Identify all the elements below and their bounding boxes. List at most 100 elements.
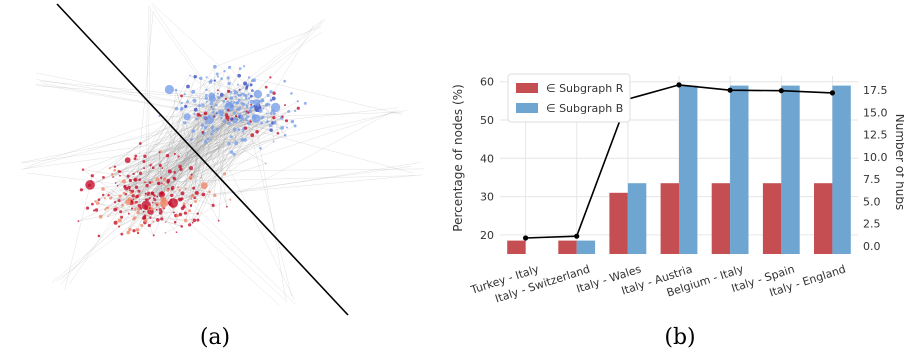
network-edge xyxy=(138,166,181,196)
node-r xyxy=(138,178,142,182)
network-edge xyxy=(109,143,141,169)
node-r xyxy=(173,171,176,174)
bar-subgraph-b xyxy=(576,240,596,254)
node-b xyxy=(232,111,237,115)
network-edge xyxy=(131,106,212,204)
node-r xyxy=(222,172,227,176)
network-edge xyxy=(212,110,251,131)
network-edge xyxy=(144,102,235,223)
network-edge xyxy=(36,72,262,119)
node-b xyxy=(258,108,263,113)
node-b xyxy=(251,79,255,83)
node-r xyxy=(95,201,100,205)
node-b xyxy=(270,109,275,113)
y2-tick-label: 7.5 xyxy=(863,173,881,186)
node-b xyxy=(255,130,259,134)
node-b xyxy=(215,127,219,131)
node-r xyxy=(113,207,118,212)
node-b xyxy=(211,129,215,132)
network-edge xyxy=(198,114,413,174)
network-edge xyxy=(190,80,253,178)
network-edge xyxy=(107,121,184,217)
network-edge xyxy=(122,116,243,206)
node-r xyxy=(165,154,170,158)
node-b xyxy=(234,141,239,146)
node-b xyxy=(271,96,276,101)
node-r xyxy=(108,167,111,170)
network-edge xyxy=(167,97,220,191)
node-b xyxy=(261,115,265,119)
network-edge xyxy=(157,117,282,180)
node-b xyxy=(205,93,208,97)
node-r xyxy=(191,221,194,224)
node-b xyxy=(287,109,291,113)
node-b xyxy=(184,104,188,108)
node-b xyxy=(174,106,179,111)
node-b xyxy=(230,117,234,121)
node-b xyxy=(222,119,227,123)
network-edge xyxy=(181,92,237,110)
node-b xyxy=(243,81,248,86)
node-b xyxy=(210,132,214,136)
node-b xyxy=(245,85,249,88)
node-r xyxy=(117,170,121,173)
node-b xyxy=(245,104,248,107)
node-r xyxy=(90,180,93,183)
network-edge xyxy=(135,114,222,180)
bar-subgraph-b xyxy=(679,85,698,254)
node-b xyxy=(211,111,215,114)
network-edge xyxy=(159,115,219,221)
node-r xyxy=(133,216,137,220)
node-r xyxy=(192,186,196,190)
network-edge xyxy=(36,79,200,106)
node-b xyxy=(276,132,280,135)
network-edge xyxy=(135,116,210,198)
node-r xyxy=(190,194,194,198)
node-r xyxy=(155,208,158,211)
node-r xyxy=(180,191,185,196)
node-b xyxy=(212,107,215,111)
node-r xyxy=(149,194,152,197)
node-b xyxy=(290,119,295,124)
network-edge xyxy=(107,133,204,217)
node-b xyxy=(244,97,248,100)
node-b xyxy=(232,101,236,104)
network-edge xyxy=(173,134,253,178)
node-r xyxy=(213,193,217,197)
network-edge xyxy=(137,80,253,172)
y-tick-label: 30 xyxy=(480,191,494,204)
node-b xyxy=(203,125,208,130)
node-r xyxy=(127,212,130,215)
node-r xyxy=(149,216,152,219)
node-b xyxy=(203,111,208,116)
network-edge xyxy=(212,107,398,129)
node-b xyxy=(237,73,241,78)
network-edge xyxy=(127,109,196,203)
node-r xyxy=(190,198,193,200)
node-b xyxy=(247,93,250,96)
network-edge xyxy=(190,110,261,206)
node-b xyxy=(200,123,205,127)
caption-b: (b) xyxy=(664,325,695,350)
node-b xyxy=(215,112,218,115)
node-r xyxy=(160,176,163,179)
node-b xyxy=(192,98,197,103)
node-r xyxy=(177,155,180,158)
node-r xyxy=(192,218,197,223)
node-r xyxy=(147,191,151,195)
network-edge xyxy=(183,117,282,205)
node-r xyxy=(132,229,136,233)
node-b xyxy=(239,106,242,109)
node-b xyxy=(180,102,183,105)
node-r xyxy=(124,193,128,196)
node-r xyxy=(135,200,138,204)
network-edge xyxy=(137,91,194,213)
node-b xyxy=(215,72,219,76)
node-b xyxy=(262,107,265,110)
network-edge xyxy=(159,152,163,194)
y2-axis-ticks: 0.0 2.5 5.0 7.5 10.0 12.5 15.0 17.5 xyxy=(863,84,888,253)
network-edge xyxy=(160,128,245,152)
node-b xyxy=(193,112,196,116)
network-edge xyxy=(152,110,257,193)
network-edge xyxy=(182,100,264,209)
